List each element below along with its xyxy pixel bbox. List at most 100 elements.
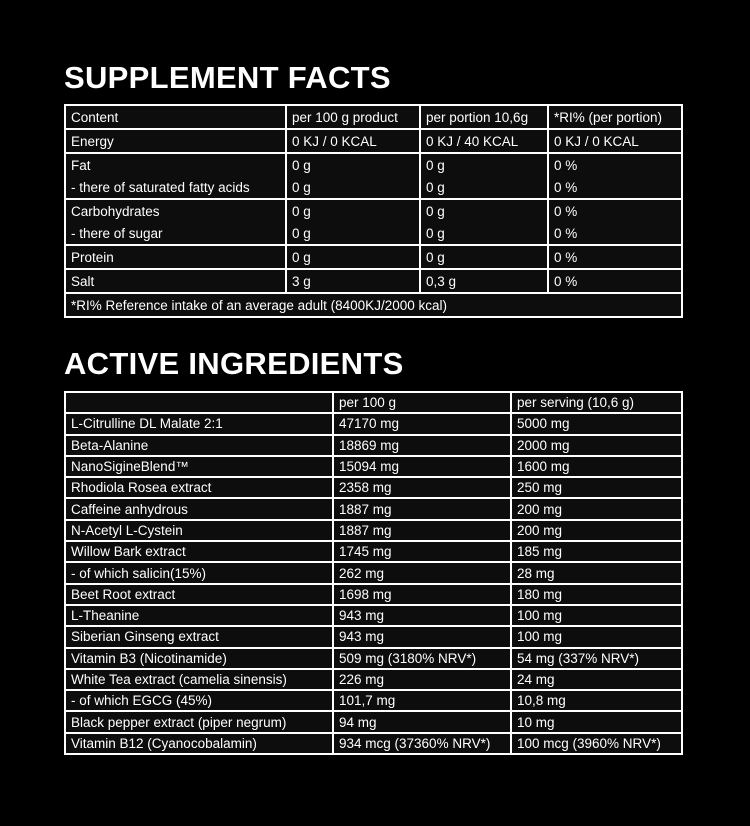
active-ingredients-table: per 100 g per serving (10,6 g) L-Citrullin…	[64, 391, 683, 756]
row: Beta-Alanine 18869 mg 2000 mg	[66, 435, 681, 455]
cell: Vitamin B12 (Cyanocobalamin)	[66, 733, 332, 754]
cell: 15094 mg	[334, 456, 510, 477]
cell: 1887 mg	[334, 499, 510, 519]
section-title: ACTIVE INGREDIENTS	[64, 346, 404, 381]
row: - of which salicin(15%) 262 mg 28 mg	[66, 563, 681, 583]
cell: 934 mcg (37360% NRV*)	[334, 733, 510, 754]
cell: 0 %	[549, 222, 681, 244]
header-cell: per serving (10,6 g)	[512, 393, 681, 413]
cell: Caffeine anhydrous	[66, 499, 332, 519]
row: Siberian Ginseng extract 943 mg 100 mg	[66, 627, 681, 647]
cell: 18869 mg	[334, 435, 510, 455]
cell: White Tea extract (camelia sinensis)	[66, 669, 332, 690]
header-cell: per portion 10,6g	[421, 106, 547, 128]
cell: 1600 mg	[512, 456, 681, 477]
cell: N-Acetyl L-Cystein	[66, 520, 332, 541]
cell: 250 mg	[512, 478, 681, 498]
cell: Protein	[66, 246, 285, 268]
header-cell: Content	[66, 106, 285, 128]
cell: Siberian Ginseng extract	[66, 627, 332, 647]
cell: - there of saturated fatty acids	[66, 176, 285, 198]
row: NanoSigineBlend™ 15094 mg 1600 mg	[66, 456, 681, 477]
cell: Vitamin B3 (Nicotinamide)	[66, 648, 332, 668]
row: Vitamin B3 (Nicotinamide) 509 mg (3180% N…	[66, 648, 681, 668]
cell: 0 g	[287, 154, 419, 176]
row: White Tea extract (camelia sinensis) 226 …	[66, 669, 681, 690]
row: Black pepper extract (piper negrum) 94 mg…	[66, 712, 681, 732]
cell: 262 mg	[334, 563, 510, 583]
cell: 0,3 g	[421, 270, 547, 292]
row: - of which EGCG (45%) 101,7 mg 10,8 mg	[66, 691, 681, 711]
cell: 1698 mg	[334, 584, 510, 604]
footnote: *RI% Reference intake of an average adul…	[66, 294, 681, 316]
row: Rhodiola Rosea extract 2358 mg 250 mg	[66, 478, 681, 498]
cell: L-Citrulline DL Malate 2:1	[66, 414, 332, 434]
cell: 101,7 mg	[334, 691, 510, 711]
cell: - of which salicin(15%)	[66, 563, 332, 583]
cell: 1745 mg	[334, 542, 510, 562]
cell: 100 mg	[512, 605, 681, 626]
header-row: per 100 g per serving (10,6 g)	[66, 393, 681, 413]
cell: Salt	[66, 270, 285, 292]
cell: 5000 mg	[512, 414, 681, 434]
cell: - there of sugar	[66, 222, 285, 244]
row: Willow Bark extract 1745 mg 185 mg	[66, 542, 681, 562]
cell: 0 KJ / 0 KCAL	[287, 130, 419, 152]
cell: Willow Bark extract	[66, 542, 332, 562]
cell: 0 g	[421, 222, 547, 244]
cell: 3 g	[287, 270, 419, 292]
cell: Carbohydrates	[66, 200, 285, 222]
cell: 94 mg	[334, 712, 510, 732]
cell: NanoSigineBlend™	[66, 456, 332, 477]
cell: 0 %	[549, 176, 681, 198]
cell: 943 mg	[334, 627, 510, 647]
row: Beet Root extract 1698 mg 180 mg	[66, 584, 681, 604]
cell: Beta-Alanine	[66, 435, 332, 455]
cell: 200 mg	[512, 499, 681, 519]
header-cell: per 100 g	[334, 393, 510, 413]
cell: 1887 mg	[334, 520, 510, 541]
cell: Beet Root extract	[66, 584, 332, 604]
cell: 0 KJ / 0 KCAL	[549, 130, 681, 152]
header-cell: per 100 g product	[287, 106, 419, 128]
cell: 0 g	[287, 246, 419, 268]
cell: 200 mg	[512, 520, 681, 541]
cell: 185 mg	[512, 542, 681, 562]
supplement-facts-table: Content per 100 g product per portion 10,6…	[64, 104, 683, 318]
cell: 0 g	[287, 200, 419, 222]
cell: 0 KJ / 40 KCAL	[421, 130, 547, 152]
cell: 0 g	[421, 176, 547, 198]
cell: 28 mg	[512, 563, 681, 583]
cell: 0 %	[549, 200, 681, 222]
cell: L-Theanine	[66, 605, 332, 626]
cell: 0 g	[287, 222, 419, 244]
cell: 0 g	[421, 246, 547, 268]
header-cell	[66, 393, 332, 413]
cell: - of which EGCG (45%)	[66, 691, 332, 711]
row: L-Citrulline DL Malate 2:1 47170 mg 5000 m…	[66, 414, 681, 434]
cell: 509 mg (3180% NRV*)	[334, 648, 510, 668]
row-group: Energy 0 KJ / 0 KCAL 0 KJ / 40 KCAL 0 KJ / …	[66, 130, 681, 152]
cell: 0 g	[421, 200, 547, 222]
cell: 100 mg	[512, 627, 681, 647]
cell: 226 mg	[334, 669, 510, 690]
cell: 2358 mg	[334, 478, 510, 498]
cell: 0 %	[549, 154, 681, 176]
cell: 0 %	[549, 246, 681, 268]
cell: 10,8 mg	[512, 691, 681, 711]
cell: 47170 mg	[334, 414, 510, 434]
cell: 180 mg	[512, 584, 681, 604]
cell: Rhodiola Rosea extract	[66, 478, 332, 498]
cell: 0 %	[549, 270, 681, 292]
row: L-Theanine 943 mg 100 mg	[66, 605, 681, 626]
cell: 100 mcg (3960% NRV*)	[512, 733, 681, 754]
row: N-Acetyl L-Cystein 1887 mg 200 mg	[66, 520, 681, 541]
cell: 54 mg (337% NRV*)	[512, 648, 681, 668]
cell: 10 mg	[512, 712, 681, 732]
cell: 24 mg	[512, 669, 681, 690]
